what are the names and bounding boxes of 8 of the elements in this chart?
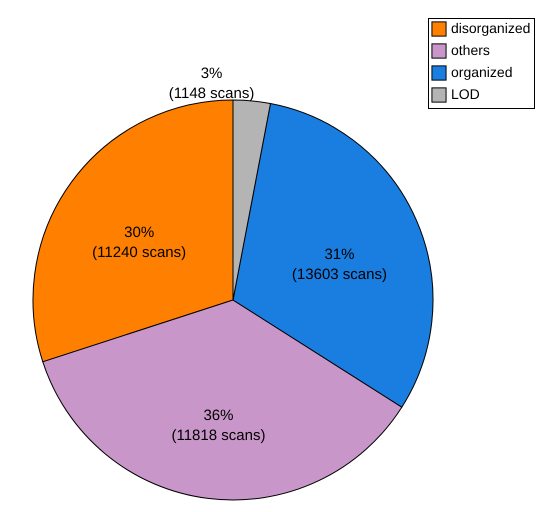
- data-label: 30% (11240 scans): [92, 224, 186, 261]
- legend-label: LOD: [451, 86, 480, 102]
- legend-label: others: [451, 42, 490, 58]
- data-label: 36% (11818 scans): [171, 407, 266, 444]
- legend-label: organized: [451, 64, 512, 80]
- data-label: 31% (13603 scans): [292, 246, 387, 283]
- data-label: 3% (1148 scans): [168, 65, 254, 102]
- legend-label: disorganized: [451, 20, 530, 36]
